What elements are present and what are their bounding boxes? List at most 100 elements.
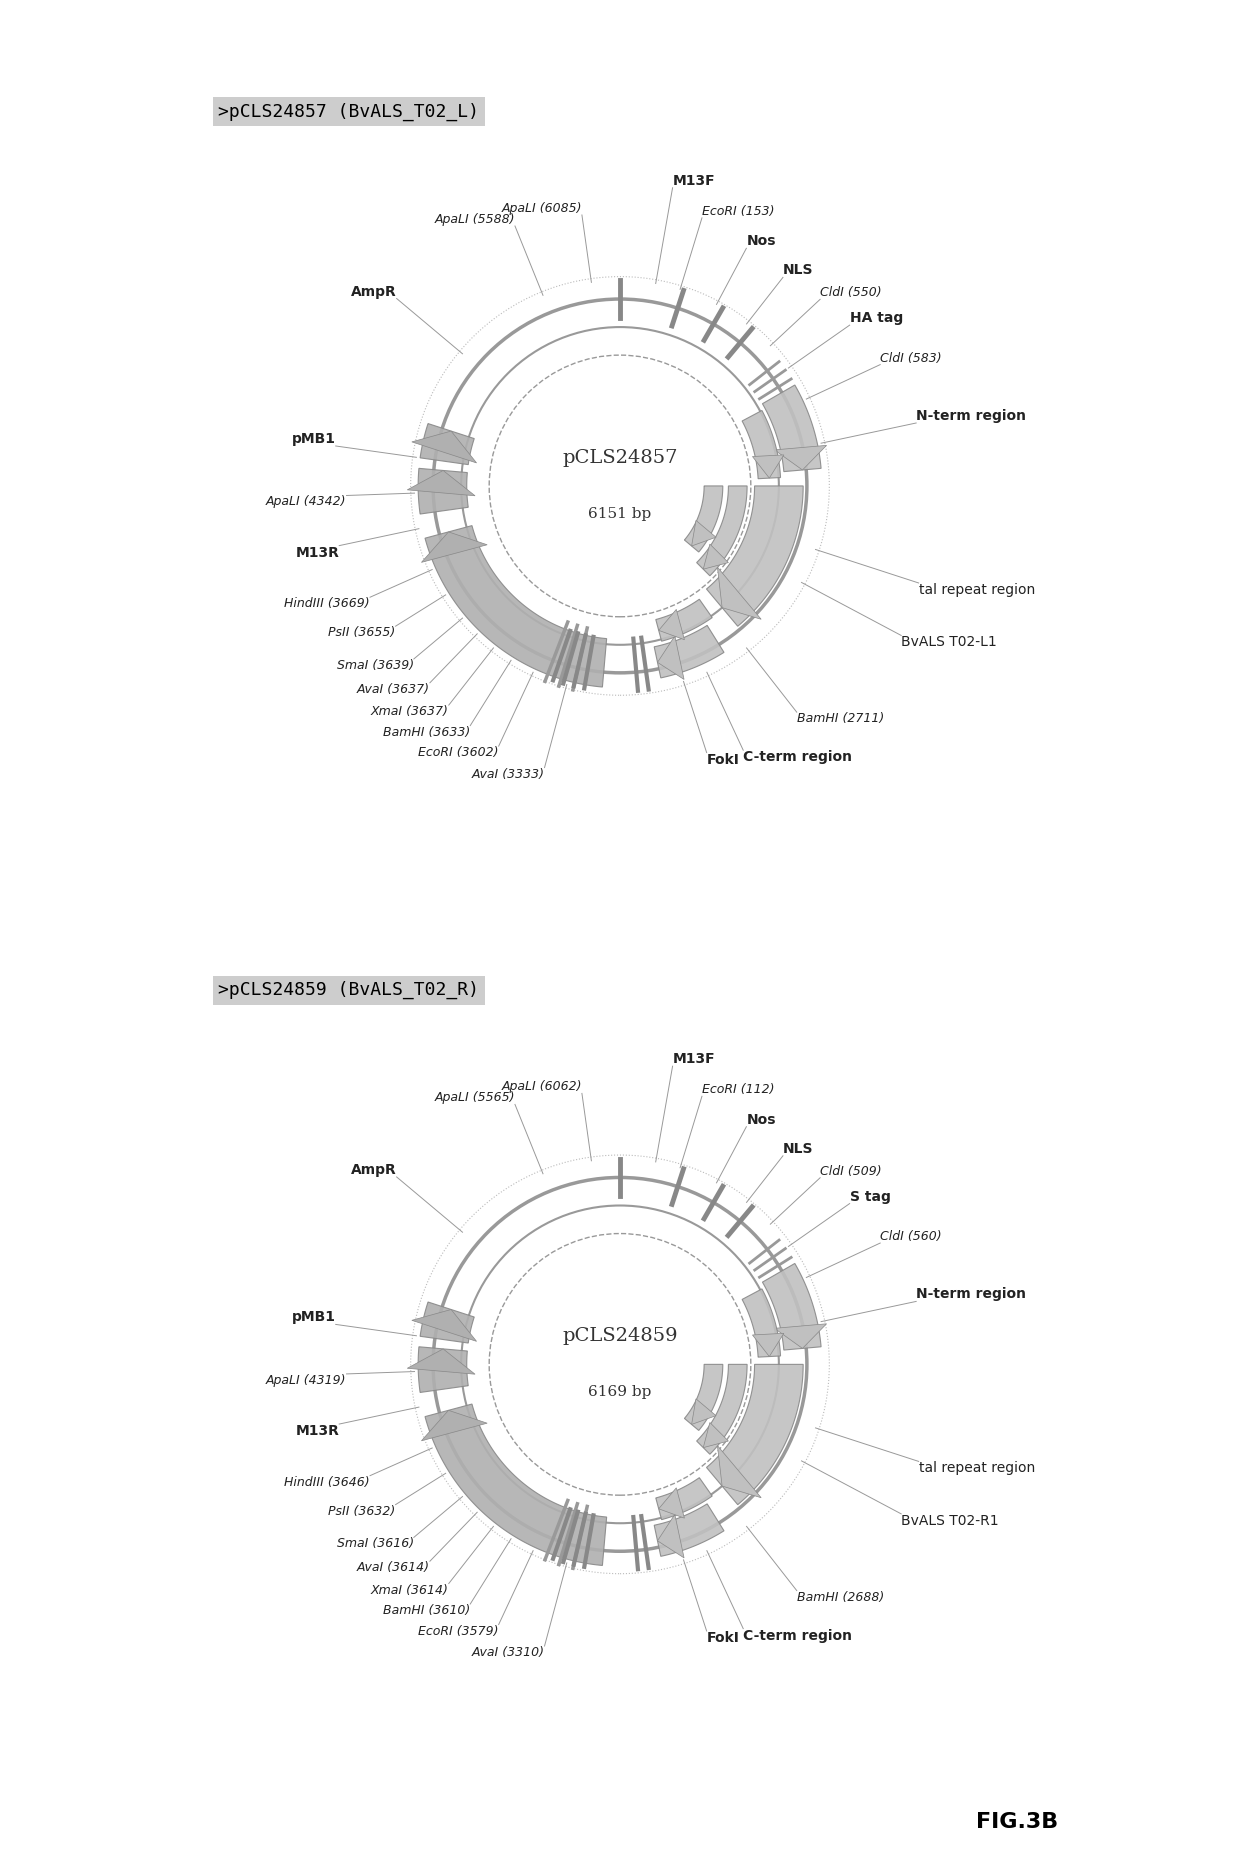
- Text: pCLS24857: pCLS24857: [562, 449, 678, 467]
- Text: BamHI (3633): BamHI (3633): [383, 725, 470, 738]
- Text: NLS: NLS: [782, 264, 813, 277]
- Text: C-term region: C-term region: [743, 749, 852, 764]
- Text: NLS: NLS: [782, 1142, 813, 1155]
- Polygon shape: [763, 1263, 821, 1349]
- Text: AvaI (3333): AvaI (3333): [471, 768, 544, 781]
- Text: CldI (583): CldI (583): [880, 351, 942, 364]
- Text: EcoRI (112): EcoRI (112): [702, 1084, 775, 1097]
- Polygon shape: [657, 1514, 684, 1559]
- Text: ApaLI (6085): ApaLI (6085): [501, 202, 582, 215]
- Text: FokI: FokI: [707, 753, 739, 766]
- Polygon shape: [742, 1290, 780, 1357]
- Polygon shape: [658, 1488, 684, 1518]
- Text: 6151 bp: 6151 bp: [588, 506, 652, 521]
- Text: Nos: Nos: [746, 1112, 776, 1127]
- Text: ApaLI (5565): ApaLI (5565): [434, 1091, 515, 1105]
- Polygon shape: [742, 411, 780, 478]
- Text: S tag: S tag: [849, 1189, 890, 1204]
- Text: ApaLI (4342): ApaLI (4342): [267, 495, 346, 508]
- Polygon shape: [703, 1422, 728, 1448]
- Text: C-term region: C-term region: [743, 1628, 852, 1643]
- Text: M13R: M13R: [295, 546, 340, 559]
- Polygon shape: [422, 533, 487, 563]
- Text: BvALS T02-R1: BvALS T02-R1: [901, 1514, 999, 1527]
- Polygon shape: [707, 486, 804, 626]
- Polygon shape: [718, 1445, 761, 1497]
- Text: CldI (560): CldI (560): [880, 1230, 942, 1243]
- Text: CldI (550): CldI (550): [820, 286, 882, 299]
- Polygon shape: [753, 1333, 784, 1357]
- Polygon shape: [763, 385, 821, 471]
- Polygon shape: [412, 1310, 476, 1342]
- Text: BamHI (2711): BamHI (2711): [797, 712, 884, 725]
- Text: N-term region: N-term region: [916, 409, 1027, 422]
- Text: FIG.3B: FIG.3B: [976, 1811, 1058, 1832]
- Text: M13R: M13R: [295, 1424, 340, 1437]
- Polygon shape: [425, 1404, 606, 1566]
- Polygon shape: [697, 1364, 746, 1454]
- Polygon shape: [703, 544, 728, 570]
- Text: >pCLS24859 (BvALS_T02_R): >pCLS24859 (BvALS_T02_R): [218, 981, 479, 1000]
- Text: >pCLS24857 (BvALS_T02_L): >pCLS24857 (BvALS_T02_L): [218, 103, 479, 121]
- Text: XmaI (3637): XmaI (3637): [371, 705, 449, 718]
- Text: ApaLI (5588): ApaLI (5588): [434, 213, 515, 226]
- Polygon shape: [418, 469, 469, 514]
- Polygon shape: [707, 1364, 804, 1505]
- Text: EcoRI (153): EcoRI (153): [702, 206, 775, 219]
- Text: pCLS24859: pCLS24859: [562, 1327, 678, 1346]
- Polygon shape: [420, 1303, 474, 1344]
- Text: HindIII (3646): HindIII (3646): [284, 1477, 370, 1490]
- Text: ApaLI (4319): ApaLI (4319): [267, 1374, 346, 1387]
- Polygon shape: [775, 445, 827, 469]
- Polygon shape: [684, 1364, 723, 1430]
- Polygon shape: [407, 1349, 475, 1374]
- Text: tal repeat region: tal repeat region: [919, 583, 1035, 596]
- Text: AvaI (3614): AvaI (3614): [357, 1561, 430, 1574]
- Text: BamHI (3610): BamHI (3610): [383, 1604, 470, 1617]
- Polygon shape: [425, 525, 606, 688]
- Text: PsII (3632): PsII (3632): [329, 1505, 396, 1518]
- Polygon shape: [697, 486, 746, 576]
- Text: AvaI (3637): AvaI (3637): [357, 682, 430, 695]
- Text: FokI: FokI: [707, 1632, 739, 1645]
- Polygon shape: [753, 454, 784, 478]
- Text: PsII (3655): PsII (3655): [329, 626, 396, 639]
- Text: HA tag: HA tag: [849, 310, 903, 325]
- Text: AmpR: AmpR: [351, 284, 397, 299]
- Text: Nos: Nos: [746, 234, 776, 249]
- Polygon shape: [407, 471, 475, 495]
- Polygon shape: [422, 1411, 487, 1441]
- Text: CldI (509): CldI (509): [820, 1164, 882, 1177]
- Text: EcoRI (3579): EcoRI (3579): [418, 1624, 498, 1637]
- Text: HindIII (3669): HindIII (3669): [284, 598, 370, 611]
- Polygon shape: [775, 1323, 827, 1348]
- Text: EcoRI (3602): EcoRI (3602): [418, 746, 498, 759]
- Polygon shape: [658, 609, 684, 639]
- Text: AmpR: AmpR: [351, 1163, 397, 1177]
- Text: N-term region: N-term region: [916, 1288, 1027, 1301]
- Text: tal repeat region: tal repeat region: [919, 1462, 1035, 1475]
- Polygon shape: [655, 626, 724, 678]
- Polygon shape: [718, 566, 761, 619]
- Text: M13F: M13F: [672, 1052, 715, 1065]
- Text: BamHI (2688): BamHI (2688): [797, 1591, 884, 1604]
- Polygon shape: [657, 635, 684, 680]
- Text: pMB1: pMB1: [291, 1310, 336, 1325]
- Text: SmaI (3639): SmaI (3639): [337, 660, 414, 673]
- Polygon shape: [692, 520, 715, 546]
- Polygon shape: [692, 1398, 715, 1424]
- Polygon shape: [412, 432, 476, 464]
- Text: pMB1: pMB1: [291, 432, 336, 447]
- Polygon shape: [656, 1478, 712, 1519]
- Text: SmaI (3616): SmaI (3616): [337, 1538, 414, 1551]
- Polygon shape: [684, 486, 723, 551]
- Text: BvALS T02-L1: BvALS T02-L1: [901, 635, 997, 649]
- Polygon shape: [420, 424, 474, 465]
- Polygon shape: [418, 1348, 469, 1392]
- Polygon shape: [655, 1505, 724, 1557]
- Text: AvaI (3310): AvaI (3310): [471, 1647, 544, 1660]
- Text: M13F: M13F: [672, 174, 715, 187]
- Text: 6169 bp: 6169 bp: [588, 1385, 652, 1400]
- Text: XmaI (3614): XmaI (3614): [371, 1583, 449, 1596]
- Polygon shape: [656, 600, 712, 641]
